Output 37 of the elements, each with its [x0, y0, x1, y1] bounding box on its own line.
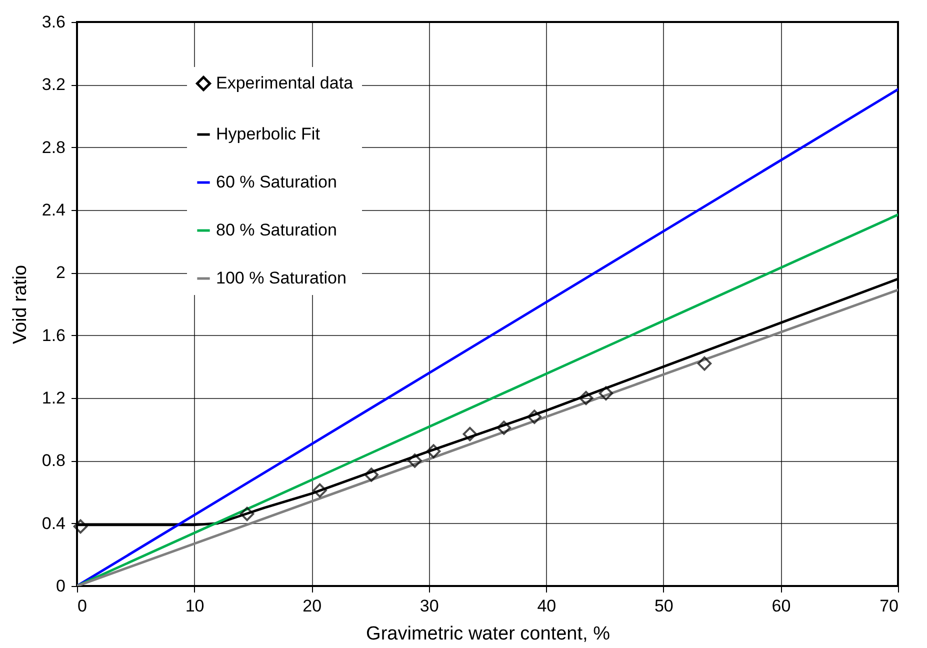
- y-tick-label: 2.8: [42, 138, 66, 157]
- point: [578, 390, 594, 406]
- point: [426, 444, 441, 458]
- x-tick-label: 60: [772, 596, 791, 616]
- y-axis-title: Void ratio: [10, 264, 31, 344]
- y-tick-label: 0: [56, 576, 66, 596]
- y-tick-label: 2: [56, 263, 66, 282]
- legend-label: 80 % Saturation: [216, 220, 337, 240]
- x-tick-label: 10: [185, 596, 204, 616]
- x-tick-label: 70: [880, 596, 898, 616]
- x-tick-label: 40: [537, 596, 556, 616]
- y-tick-label: 1.2: [42, 388, 66, 408]
- point: [598, 386, 614, 400]
- point: [73, 519, 88, 534]
- point: [240, 506, 254, 522]
- y-tick-label: 0.8: [42, 451, 66, 470]
- legend-label: Hyperbolic Fit: [216, 124, 320, 144]
- x-tick-label: 30: [420, 596, 439, 616]
- legend-label: Experimental data: [216, 74, 354, 92]
- y-tick-label: 3.2: [42, 75, 66, 94]
- point: [496, 420, 512, 435]
- y-tick-label: 0.4: [42, 514, 66, 533]
- x-tick-label: 20: [302, 596, 322, 616]
- point: [697, 356, 712, 371]
- x-tick-label: 50: [654, 596, 674, 616]
- x-axis-title: Gravimetric water content, %: [366, 624, 610, 644]
- y-tick-label: 1.6: [42, 326, 66, 345]
- x-tick-label: 0: [78, 596, 87, 616]
- legend-label: 60 % Saturation: [216, 172, 337, 192]
- y-tick-label: 2.4: [42, 200, 66, 220]
- point: [408, 454, 422, 468]
- legend-label: 100 % Saturation: [216, 268, 346, 288]
- point: [527, 410, 542, 424]
- point: [364, 468, 379, 482]
- point: [462, 426, 478, 442]
- y-tick-label: 3.6: [42, 12, 66, 32]
- point: [312, 483, 327, 498]
